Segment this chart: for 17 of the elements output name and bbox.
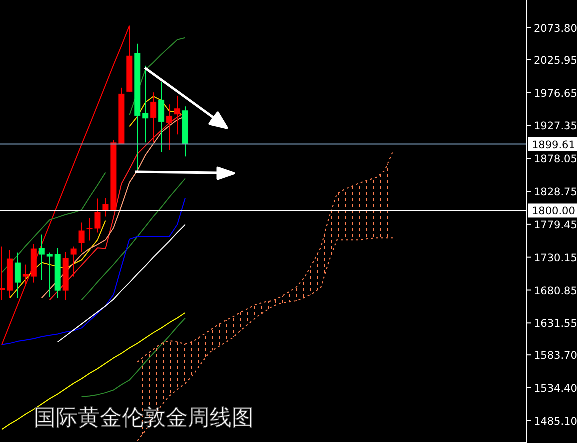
y-tick-label: 1583.70 — [534, 350, 577, 362]
y-tick-label: 1730.15 — [534, 252, 577, 264]
ref-line-label: 1899.61 — [532, 139, 576, 152]
y-tick-label: 2025.95 — [534, 54, 577, 67]
ref-line-label: 1800.00 — [532, 206, 576, 218]
y-tick-label: 1631.55 — [534, 318, 577, 330]
title: 国际黄金伦敦金周线图 — [34, 406, 254, 431]
y-tick-label: 1680.85 — [534, 285, 577, 298]
y-tick-label: 1976.65 — [534, 88, 577, 100]
y-tick-label: 1534.40 — [534, 383, 577, 395]
y-tick-label: 1485.10 — [534, 416, 577, 428]
y-tick-label: 1828.75 — [534, 186, 577, 199]
y-tick-label: 2073.80 — [534, 23, 577, 35]
y-tick-label: 1779.45 — [534, 219, 577, 232]
y-tick-label: 1927.35 — [534, 120, 577, 133]
line-series — [137, 152, 394, 363]
y-tick-label: 1878.05 — [534, 154, 577, 166]
